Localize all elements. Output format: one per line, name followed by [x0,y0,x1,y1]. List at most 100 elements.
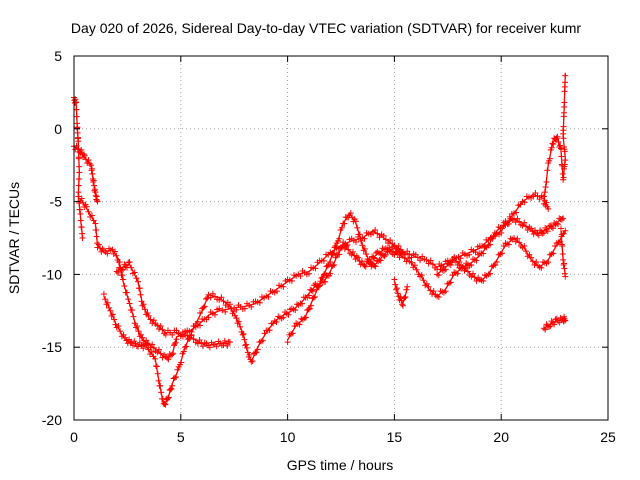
data-point-marker [408,254,415,261]
data-point-marker [103,301,110,308]
data-point-marker [126,259,133,266]
data-point-marker [164,354,171,361]
data-point-marker [558,233,565,240]
data-point-marker [399,302,406,309]
data-point-marker [331,250,338,257]
data-point-marker [111,316,118,323]
data-point-marker [545,205,552,212]
data-point-marker [249,358,256,365]
data-point-marker [129,307,136,314]
data-point-marker [314,283,321,290]
data-point-marker [85,157,92,164]
data-point-marker [196,337,203,344]
data-point-marker [405,255,412,262]
data-point-marker [370,254,377,261]
data-point-marker [92,220,99,227]
data-point-marker [550,141,557,148]
data-point-marker [194,318,201,325]
data-point-marker [361,262,368,269]
y-tick-label: -5 [50,194,63,210]
data-point-marker [296,321,303,328]
data-point-marker [85,208,92,215]
data-point-marker [90,177,97,184]
data-point-marker [435,272,442,279]
data-point-marker [77,210,84,217]
data-point-marker [536,196,543,203]
data-point-marker [309,288,316,295]
data-point-marker [560,144,567,151]
data-point-marker [343,242,350,249]
data-point-marker [153,362,160,369]
y-tick-label: -10 [42,266,62,282]
plot-frame [73,55,609,421]
data-point-marker [353,253,360,260]
data-point-marker [397,293,404,300]
data-point-marker [329,251,336,258]
data-point-marker [305,270,312,277]
data-point-marker [391,276,398,283]
data-point-marker [442,288,449,295]
data-point-marker [311,293,318,300]
data-point-marker [88,212,95,219]
data-point-marker [560,260,567,267]
data-point-marker [128,264,135,271]
data-point-marker [430,288,437,295]
x-tick-label: 15 [387,429,403,445]
x-tick-label: 0 [70,429,78,445]
data-point-marker [380,252,387,259]
data-point-marker [130,313,137,320]
data-point-marker [358,237,365,244]
data-point-marker [218,294,225,301]
data-point-marker [123,289,130,296]
data-point-marker [539,230,546,237]
data-point-marker [155,377,162,384]
data-point-marker [182,344,189,351]
data-point-marker [93,226,100,233]
data-point-marker [133,275,140,282]
data-point-marker [78,146,85,153]
data-point-marker [154,370,161,377]
data-point-marker [174,366,181,373]
data-point-marker [76,169,83,176]
data-point-marker [115,269,122,276]
data-point-marker [246,351,253,358]
data-point-marker [528,254,535,261]
data-point-marker [113,252,120,259]
data-point-marker [487,270,494,277]
data-point-marker [120,276,127,283]
data-point-marker [552,316,559,323]
data-point-marker [82,156,89,163]
data-point-marker [355,254,362,261]
data-point-marker [382,251,389,258]
data-point-marker [304,307,311,314]
data-point-marker [220,298,227,305]
data-point-marker [327,259,334,266]
data-point-marker [308,302,315,309]
data-point-marker [200,343,207,350]
data-point-marker [167,386,174,393]
data-point-marker [140,345,147,352]
data-point-marker [529,228,536,235]
data-point-marker [499,250,506,257]
data-point-marker [326,261,333,268]
data-point-marker [273,288,280,295]
data-point-marker [273,319,280,326]
data-point-marker [162,401,169,408]
data-point-marker [171,374,178,381]
data-point-marker [399,301,406,308]
data-point-marker [170,350,177,357]
data-point-marker [256,299,263,306]
data-point-marker [442,266,449,273]
y-tick-label: -15 [42,339,62,355]
data-point-marker [425,283,432,290]
data-point-marker [148,348,155,355]
data-point-marker [332,254,339,261]
data-point-marker [522,248,529,255]
data-point-marker [562,157,569,164]
data-point-marker [125,296,132,303]
data-point-marker [540,325,547,332]
data-point-marker [165,356,172,363]
x-tick-label: 25 [600,429,616,445]
data-point-marker [516,218,523,225]
data-point-marker [348,251,355,258]
